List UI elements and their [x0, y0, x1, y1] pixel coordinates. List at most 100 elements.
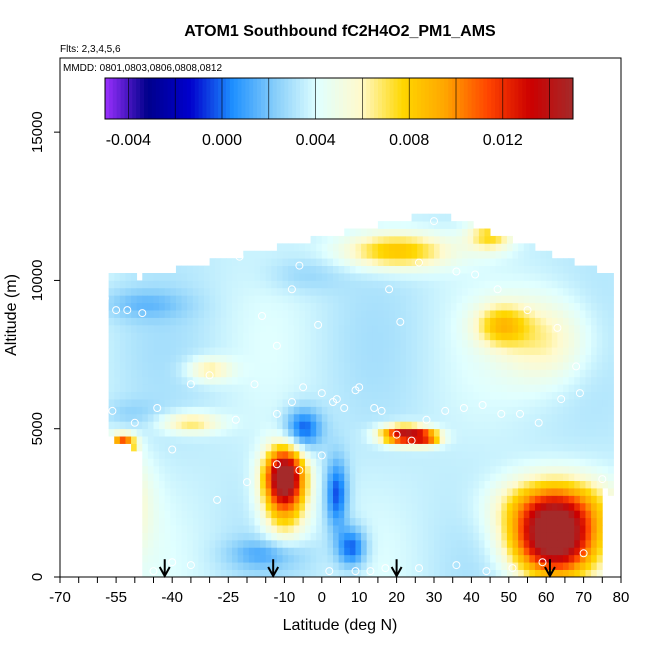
heatmap-cell — [377, 458, 384, 467]
heatmap-cell — [450, 384, 457, 393]
heatmap-cell — [422, 428, 429, 437]
heatmap-cell — [243, 443, 250, 452]
heatmap-cell — [417, 339, 424, 348]
heatmap-cell — [534, 517, 541, 526]
heatmap-cell — [450, 436, 457, 444]
heatmap-cell — [153, 547, 160, 556]
heatmap-cell — [439, 413, 446, 422]
heatmap-cell — [383, 428, 390, 437]
heatmap-cell — [361, 450, 368, 459]
heatmap-cell — [417, 221, 424, 229]
heatmap-cell — [276, 488, 283, 496]
heatmap-cell — [394, 280, 401, 289]
heatmap-cell — [248, 339, 255, 348]
heatmap-cell — [209, 273, 216, 281]
heatmap-cell — [304, 347, 311, 355]
heatmap-cell — [585, 399, 592, 407]
heatmap-cell — [175, 376, 182, 385]
heatmap-cell — [417, 287, 424, 296]
heatmap-cell — [585, 295, 592, 304]
heatmap-cell — [490, 525, 497, 533]
heatmap-cell — [248, 347, 255, 355]
heatmap-cell — [484, 532, 491, 541]
heatmap-cell — [568, 473, 575, 482]
heatmap-cell — [417, 295, 424, 304]
heatmap-cell — [484, 428, 491, 437]
heatmap-cell — [579, 369, 586, 378]
heatmap-cell — [467, 539, 474, 548]
heatmap-cell — [551, 391, 558, 400]
heatmap-cell — [327, 302, 334, 311]
heatmap-cell — [585, 287, 592, 296]
heatmap-cell — [389, 273, 396, 281]
heatmap-cell — [187, 317, 194, 326]
heatmap-cell — [349, 280, 356, 289]
heatmap-cell — [349, 428, 356, 437]
heatmap-cell — [596, 399, 603, 407]
heatmap-cell — [585, 376, 592, 385]
heatmap-cell — [478, 532, 485, 541]
heatmap-cell — [243, 399, 250, 407]
heatmap-cell — [372, 517, 379, 526]
heatmap-cell — [501, 376, 508, 385]
heatmap-cell — [523, 554, 530, 563]
heatmap-cell — [417, 273, 424, 281]
heatmap-cell — [344, 235, 351, 244]
heatmap-cell — [534, 450, 541, 459]
heatmap-cell — [316, 443, 323, 452]
heatmap-cell — [551, 332, 558, 341]
heatmap-cell — [203, 480, 210, 489]
heatmap-cell — [428, 517, 435, 526]
heatmap-cell — [349, 295, 356, 304]
heatmap-cell — [512, 369, 519, 378]
heatmap-cell — [372, 235, 379, 244]
heatmap-cell — [490, 258, 497, 266]
colorbar-segment — [459, 78, 465, 119]
heatmap-cell — [591, 473, 598, 482]
heatmap-cell — [467, 547, 474, 556]
heatmap-cell — [310, 443, 317, 452]
heatmap-cell — [203, 280, 210, 289]
heatmap-cell — [260, 554, 267, 563]
heatmap-cell — [383, 361, 390, 370]
heatmap-cell — [327, 354, 334, 363]
heatmap-cell — [243, 302, 250, 311]
sample-point — [71, 401, 79, 409]
heatmap-cell — [563, 562, 570, 570]
heatmap-cell — [596, 354, 603, 363]
heatmap-cell — [529, 295, 536, 304]
heatmap-cell — [372, 406, 379, 415]
heatmap-cell — [276, 280, 283, 289]
heatmap-cell — [450, 243, 457, 252]
heatmap-cell — [119, 347, 126, 355]
heatmap-cell — [333, 532, 340, 541]
heatmap-cell — [232, 361, 239, 370]
heatmap-cell — [607, 332, 614, 341]
heatmap-cell — [478, 443, 485, 452]
heatmap-cell — [321, 443, 328, 452]
heatmap-cell — [181, 562, 188, 570]
heatmap-cell — [226, 361, 233, 370]
heatmap-cell — [265, 391, 272, 400]
heatmap-cell — [445, 354, 452, 363]
heatmap-cell — [349, 317, 356, 326]
heatmap-cell — [400, 280, 407, 289]
heatmap-cell — [198, 443, 205, 452]
heatmap-cell — [529, 547, 536, 556]
heatmap-cell — [310, 324, 317, 333]
heatmap-cell — [142, 510, 149, 519]
sample-point — [74, 282, 83, 291]
heatmap-cell — [434, 443, 441, 452]
heatmap-cell — [568, 295, 575, 304]
heatmap-cell — [355, 465, 362, 474]
heatmap-cell — [551, 339, 558, 348]
heatmap-cell — [574, 265, 581, 274]
heatmap-cell — [265, 554, 272, 563]
heatmap-cell — [271, 547, 278, 556]
heatmap-cell — [551, 450, 558, 459]
heatmap-cell — [473, 310, 480, 318]
heatmap-cell — [209, 258, 216, 266]
heatmap-cell — [198, 273, 205, 281]
heatmap-cell — [439, 354, 446, 363]
heatmap-cell — [596, 450, 603, 459]
